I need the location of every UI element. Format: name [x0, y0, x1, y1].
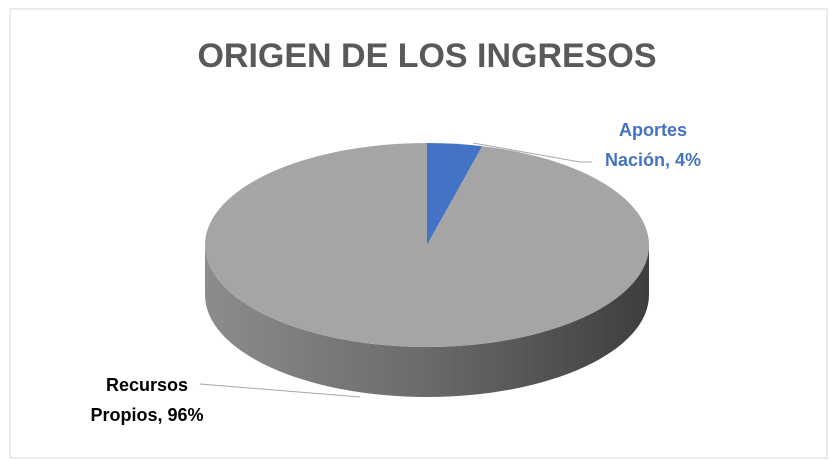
pie-slice — [205, 143, 650, 348]
data-label: Recursos Propios, 96% — [90, 375, 204, 425]
pie-slice — [427, 143, 483, 245]
data-label: Aportes Nación, 4% — [604, 120, 702, 170]
leader-line — [199, 383, 361, 398]
leader-line — [472, 142, 592, 163]
chart-title: ORIGEN DE LOS INGRESOS — [197, 37, 656, 75]
pie-side — [205, 245, 649, 397]
